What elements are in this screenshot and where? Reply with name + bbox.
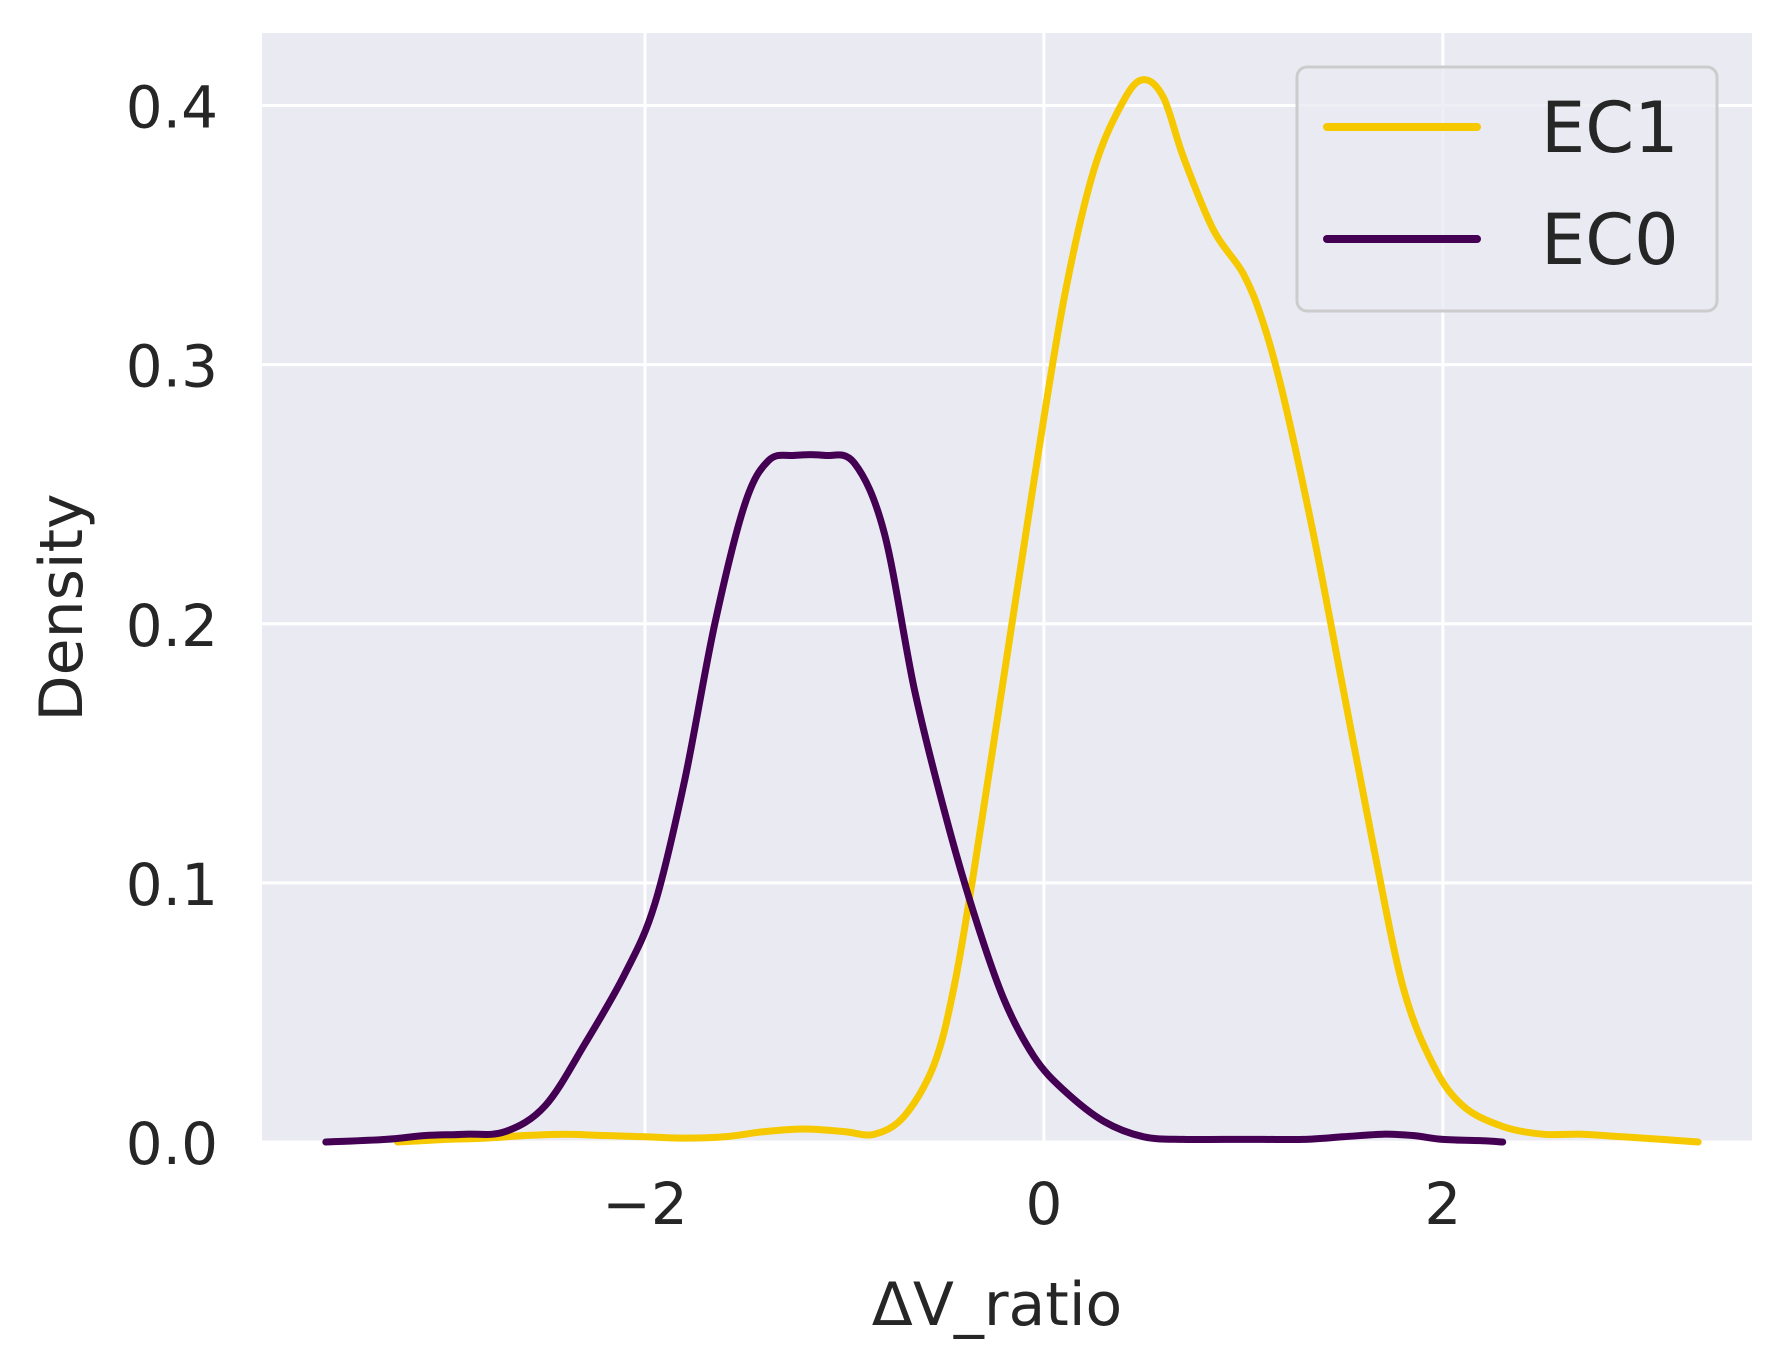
x-tick-label: 2 [1424, 1170, 1461, 1238]
y-tick-label: 0.1 [126, 851, 218, 919]
tick-labels: −2 0 2 0.0 0.1 0.2 0.3 0.4 [126, 74, 1462, 1238]
y-tick-label: 0.4 [126, 74, 218, 142]
x-tick-label: 0 [1025, 1170, 1062, 1238]
series-line-ec1 [394, 76, 1702, 1146]
series-line-ec0 [322, 451, 1507, 1146]
series-layer [322, 76, 1702, 1146]
legend-label-ec0: EC0 [1541, 199, 1679, 281]
y-axis-label: Density [27, 493, 97, 721]
y-tick-label: 0.0 [126, 1110, 218, 1178]
x-axis-label: ΔV_ratio [872, 1270, 1122, 1340]
x-tick-label: −2 [602, 1170, 688, 1238]
y-tick-label: 0.3 [126, 333, 218, 401]
y-tick-label: 0.2 [126, 592, 218, 660]
legend-label-ec1: EC1 [1541, 87, 1679, 169]
